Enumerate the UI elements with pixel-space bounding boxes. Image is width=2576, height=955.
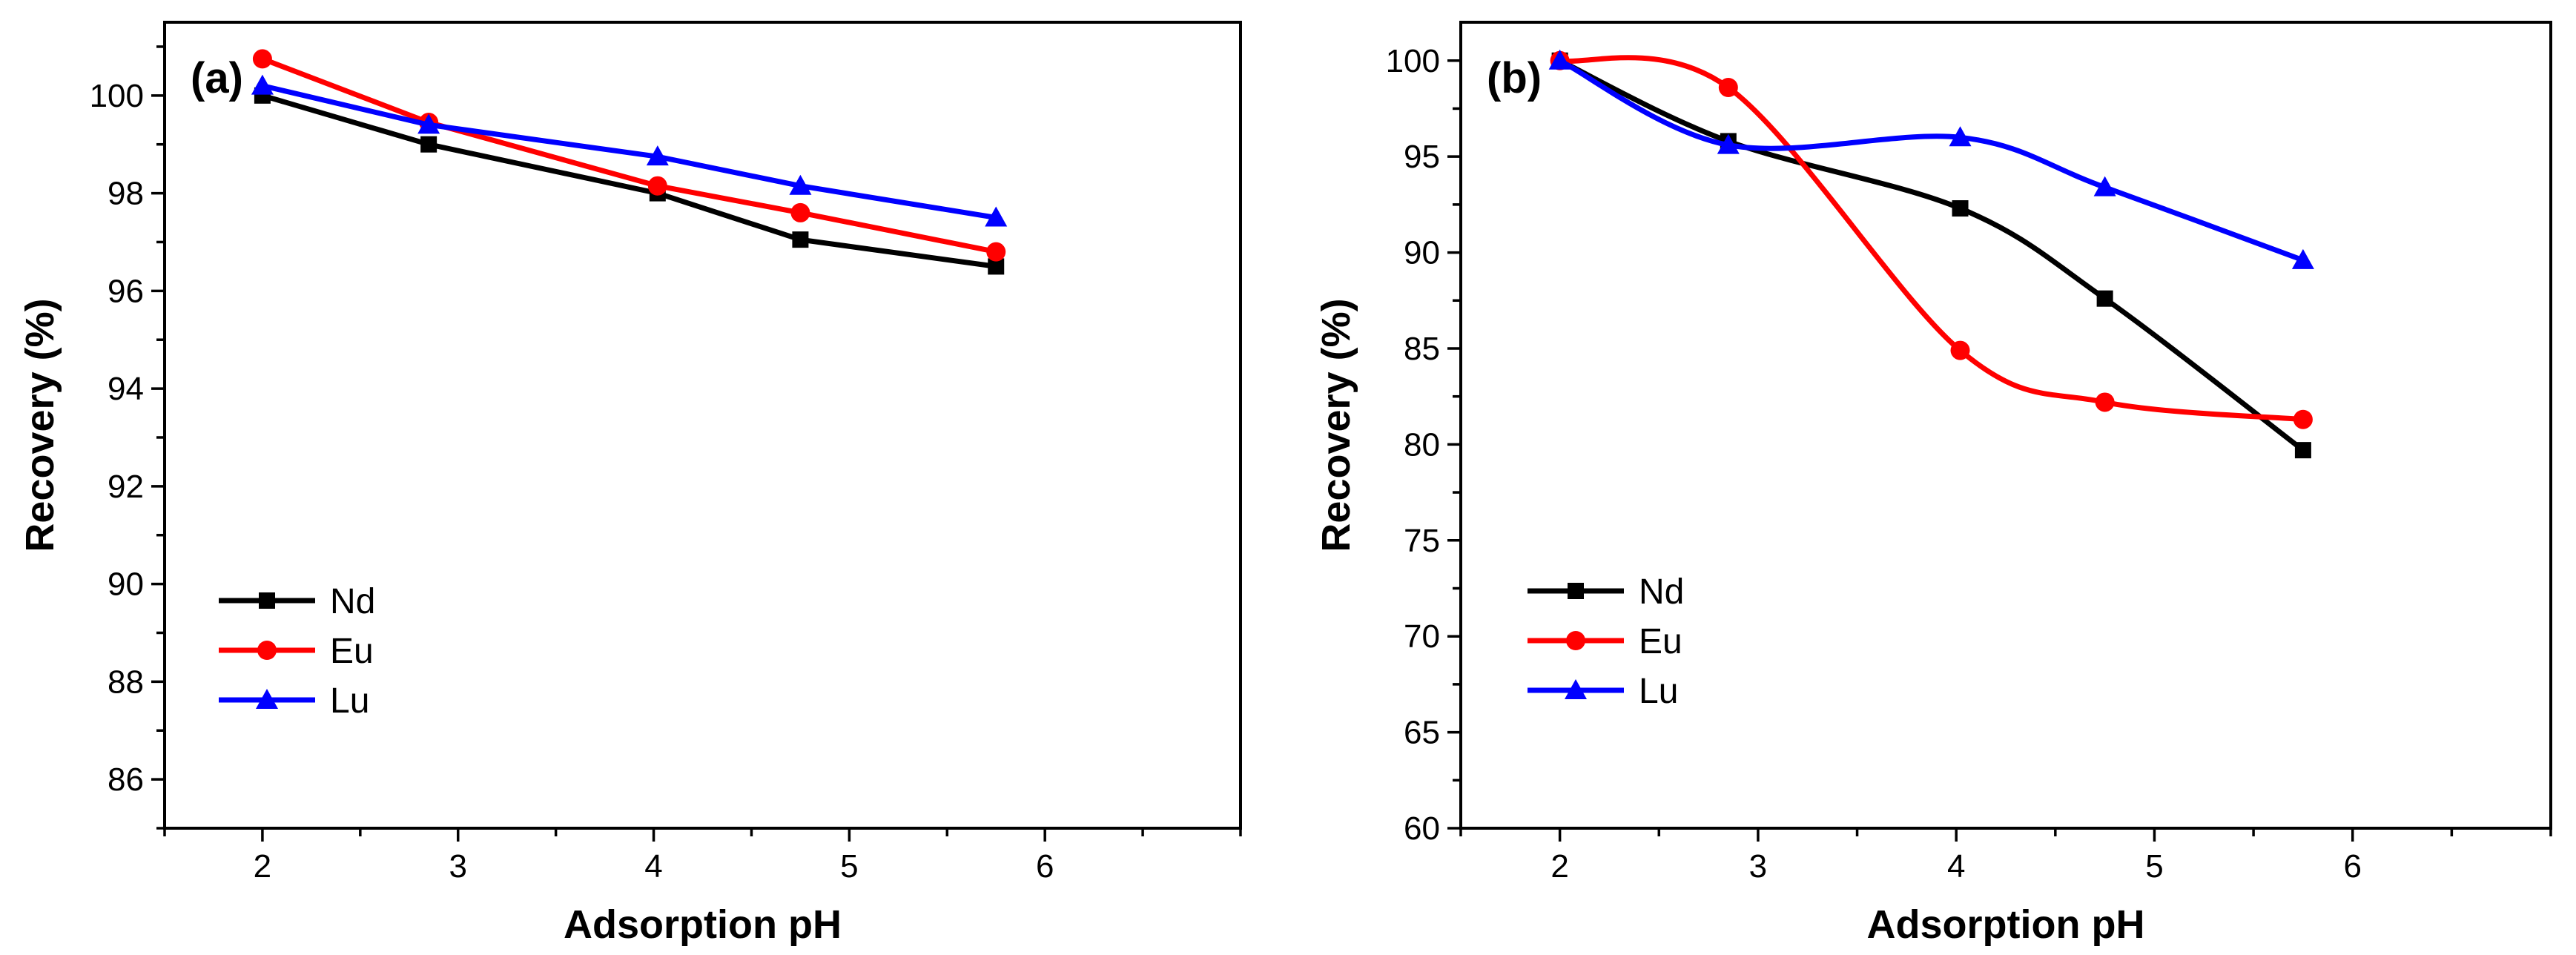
y-tick-label: 100 <box>90 78 144 114</box>
legend-marker <box>259 592 275 609</box>
y-tick-label: 98 <box>108 176 144 212</box>
data-point <box>417 113 440 134</box>
data-point <box>985 206 1008 227</box>
panel-a: 2 3 4 5 6 86 88 90 92 94 96 98 100 Adsorption pH Recov… <box>18 21 1242 947</box>
x-axis-title: Adsorption pH <box>1867 902 2145 947</box>
legend-label: Lu <box>330 681 369 721</box>
y-tick-label: 100 <box>1386 43 1440 79</box>
legend-label: Lu <box>1639 672 1678 711</box>
data-point <box>1718 77 1738 97</box>
series-line <box>1557 55 2306 423</box>
panel-b: 2 3 4 5 6 60 65 70 75 80 85 90 95 100 Adsorption pH Rec… <box>1314 21 2552 947</box>
data-point <box>251 74 274 95</box>
series-line <box>1557 58 2306 263</box>
data-point <box>1950 340 1970 360</box>
data-point <box>646 145 669 166</box>
data-point <box>647 176 667 196</box>
x-tick-label: 2 <box>1550 848 1568 885</box>
data-point <box>986 242 1006 262</box>
series-line <box>1557 58 2306 453</box>
legend-marker <box>1568 583 1584 599</box>
data-point <box>2293 409 2313 429</box>
data-point <box>789 174 812 195</box>
x-tick-label: 6 <box>1036 848 1054 885</box>
y-tick-label: 85 <box>1404 331 1440 367</box>
legend-label: Nd <box>1639 572 1684 612</box>
legend-marker <box>257 641 277 660</box>
y-axis-title: Recovery (%) <box>1314 298 1358 552</box>
data-point <box>2294 442 2311 459</box>
data-point <box>1717 133 1740 154</box>
data-point <box>2096 290 2113 307</box>
series-line <box>260 93 999 269</box>
series-nd <box>1551 52 2311 459</box>
data-point <box>2095 392 2115 412</box>
series-line <box>260 56 999 255</box>
plot-frame <box>163 21 1242 830</box>
y-tick-label: 90 <box>108 566 144 603</box>
series-eu <box>252 49 1006 262</box>
series-lu <box>1548 49 2314 269</box>
x-tick-label: 2 <box>254 848 271 885</box>
x-tick-label: 3 <box>449 848 466 885</box>
y-tick-label: 75 <box>1404 523 1440 559</box>
data-point <box>1952 200 1969 217</box>
y-tick-label: 70 <box>1404 618 1440 655</box>
data-point <box>2291 248 2314 269</box>
series-eu <box>1550 50 2313 429</box>
data-point <box>252 49 272 69</box>
y-tick-label: 94 <box>108 371 144 407</box>
legend-marker <box>1566 631 1585 650</box>
series-nd <box>254 87 1005 275</box>
data-point <box>1548 49 1571 70</box>
legend-label: Eu <box>330 632 374 671</box>
data-point <box>420 136 437 153</box>
y-tick-label: 92 <box>108 469 144 505</box>
x-tick-label: 4 <box>1947 848 1965 885</box>
legend-marker <box>256 689 278 709</box>
series-lu <box>251 74 1008 227</box>
legend-label: Nd <box>330 582 375 621</box>
series-line <box>260 83 999 220</box>
data-point <box>1949 126 1972 147</box>
y-tick-label: 95 <box>1404 139 1440 175</box>
legend-label: Eu <box>1639 622 1682 661</box>
y-tick-label: 96 <box>108 273 144 309</box>
y-tick-label: 65 <box>1404 715 1440 751</box>
panel-label: (a) <box>191 54 243 102</box>
panel-label: (b) <box>1487 54 1542 102</box>
data-point <box>792 231 809 248</box>
x-tick-label: 6 <box>2343 848 2361 885</box>
x-axis-title: Adsorption pH <box>564 902 842 947</box>
x-tick-label: 5 <box>2145 848 2163 885</box>
y-tick-label: 90 <box>1404 235 1440 271</box>
y-tick-label: 88 <box>108 664 144 700</box>
data-point <box>790 202 810 222</box>
y-tick-label: 80 <box>1404 426 1440 463</box>
y-tick-label: 86 <box>108 761 144 798</box>
x-tick-label: 3 <box>1749 848 1767 885</box>
y-axis-title: Recovery (%) <box>18 298 62 552</box>
x-tick-label: 5 <box>840 848 858 885</box>
x-tick-label: 4 <box>644 848 662 885</box>
data-point <box>2093 176 2116 196</box>
y-tick-label: 60 <box>1404 810 1440 847</box>
legend: Nd Eu Lu <box>219 582 375 721</box>
plot-frame <box>1459 21 2552 830</box>
data-point <box>988 258 1005 275</box>
legend-marker <box>1565 679 1587 699</box>
legend: Nd Eu Lu <box>1528 572 1684 711</box>
